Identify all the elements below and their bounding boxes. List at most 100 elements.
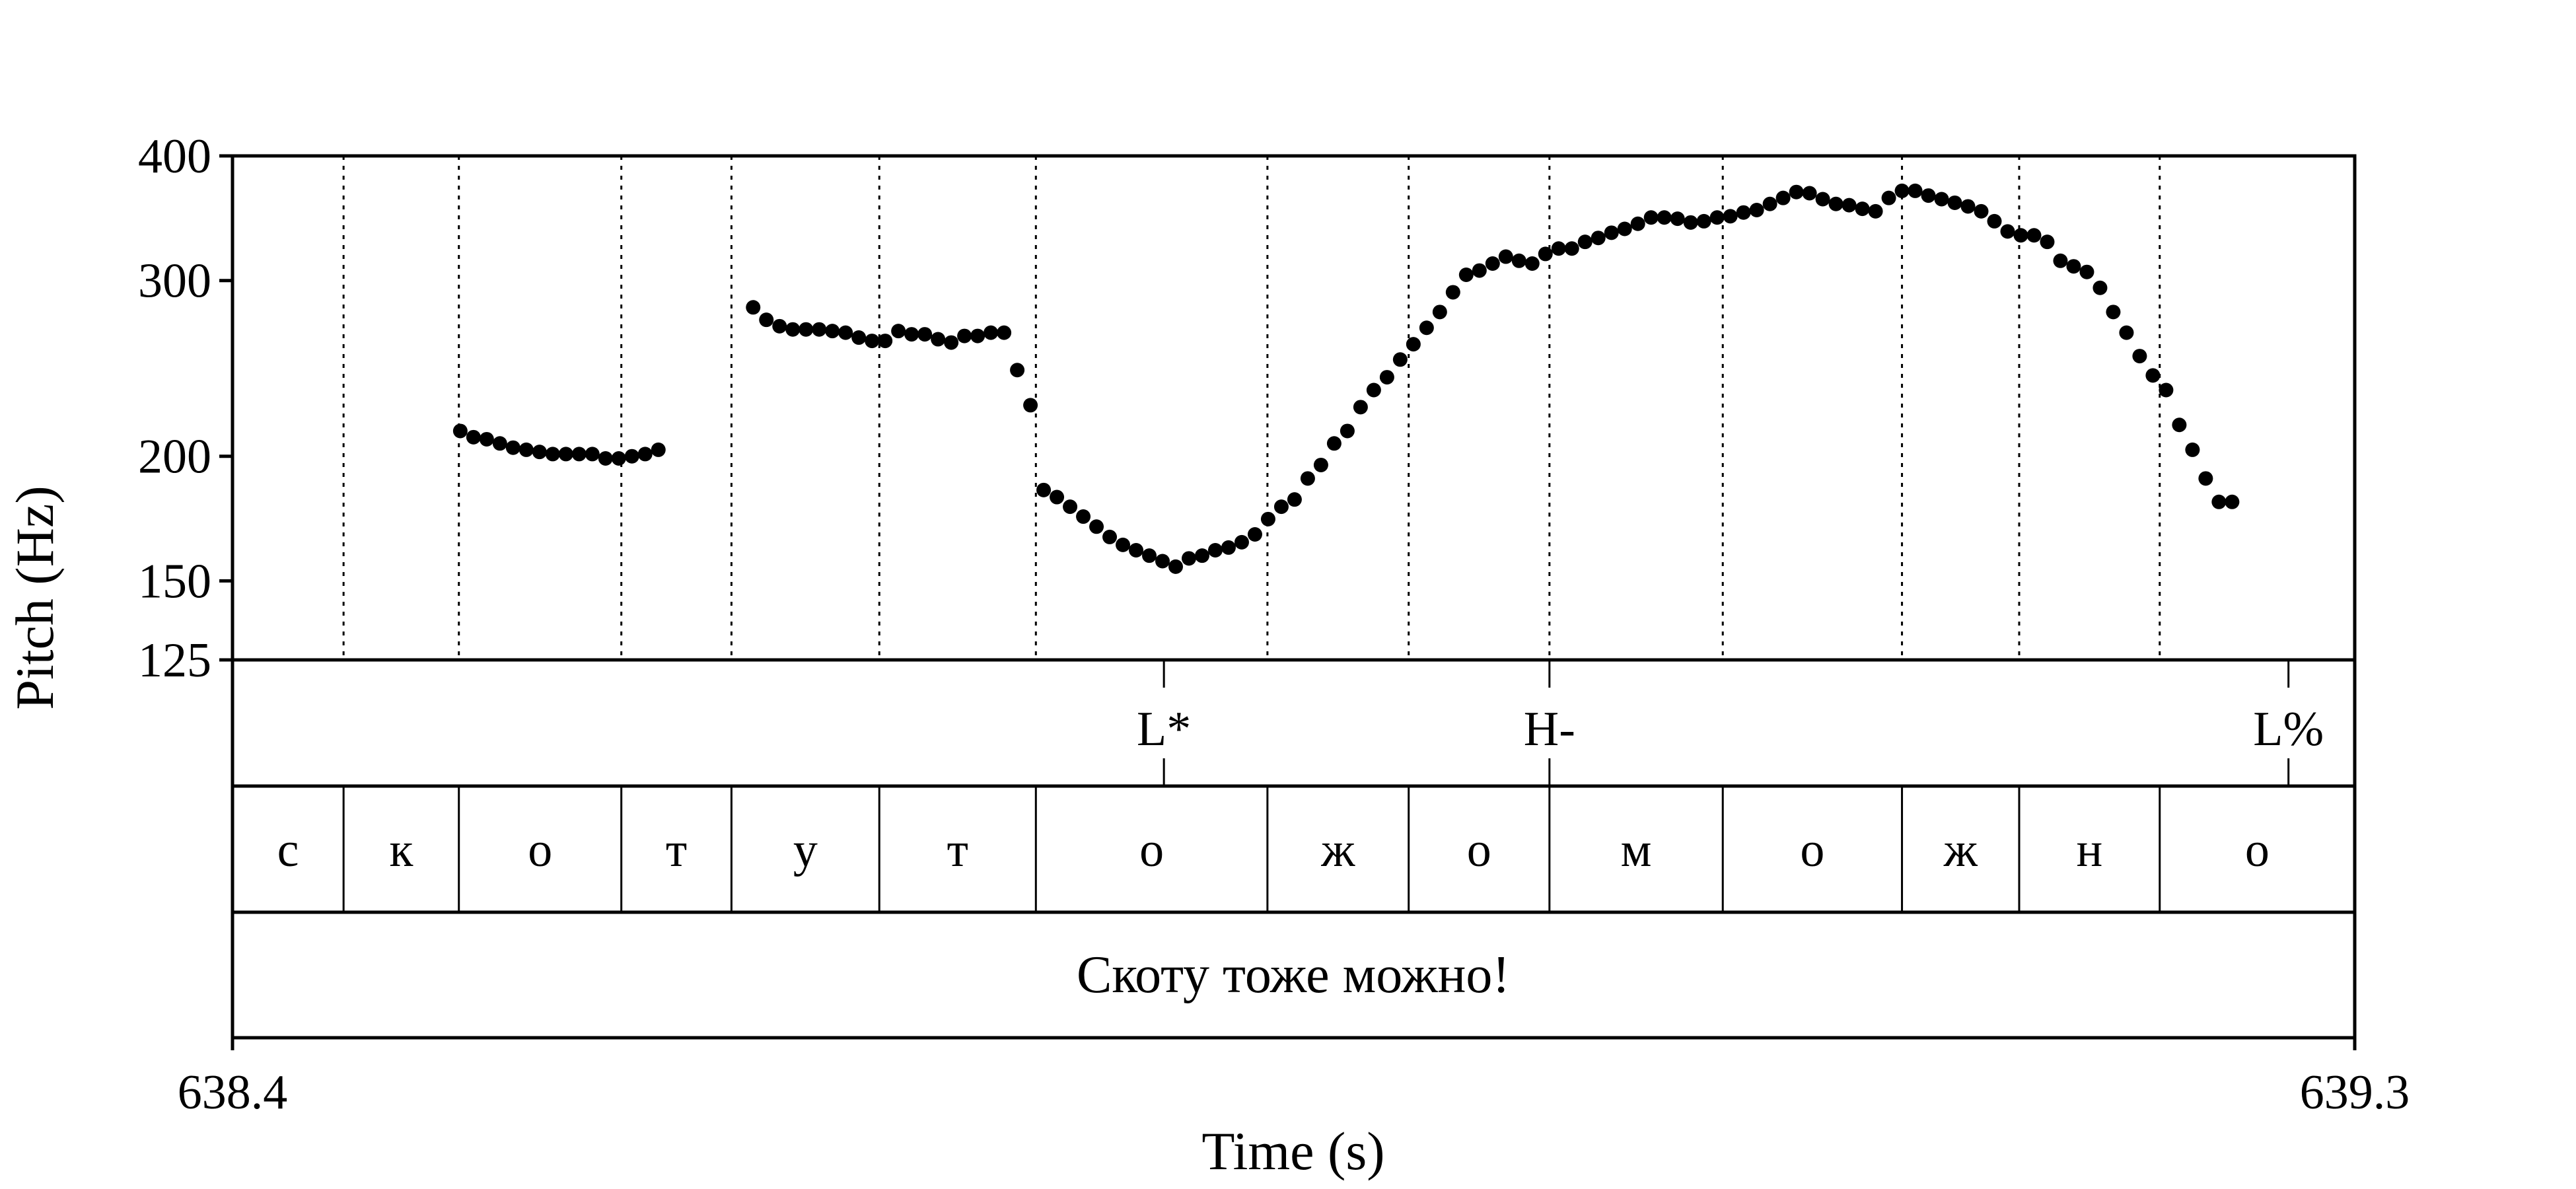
segment-label: о	[1800, 823, 1824, 877]
pitch-points	[452, 183, 2240, 574]
pitch-point	[772, 318, 787, 334]
pitch-point	[931, 332, 946, 347]
pitch-point	[1063, 499, 1078, 515]
y-tick-label: 400	[138, 129, 211, 184]
pitch-point	[1234, 534, 1249, 550]
pitch-point	[2159, 382, 2174, 398]
pitch-point	[1472, 263, 1487, 278]
pitch-point	[1524, 256, 1540, 271]
pitch-point	[865, 334, 880, 349]
pitch-point	[799, 322, 814, 337]
segment-label: м	[1621, 823, 1652, 877]
pitch-point	[1168, 559, 1183, 574]
pitch-point	[1326, 436, 1342, 451]
pitch-point	[1617, 221, 1632, 236]
pitch-point	[2013, 228, 2028, 243]
pitch-point	[1934, 192, 1949, 207]
pitch-point	[1273, 499, 1289, 515]
pitch-point	[1247, 526, 1262, 542]
pitch-point	[984, 325, 999, 340]
pitch-point	[1564, 241, 1579, 256]
segment-label: о	[2245, 823, 2270, 877]
pitch-point	[1762, 196, 1777, 211]
tone-label: H-	[1524, 702, 1575, 756]
pitch-point	[825, 324, 840, 339]
pitch-point	[1881, 190, 1896, 205]
pitch-point	[2066, 259, 2081, 274]
segment-label: о	[1467, 823, 1491, 877]
pitch-point	[1511, 253, 1526, 268]
pitch-point	[558, 447, 573, 462]
pitch-point	[1392, 352, 1408, 367]
pitch-point	[2132, 349, 2147, 364]
pitch-point	[1643, 210, 1659, 225]
tone-label: L%	[2253, 702, 2324, 756]
pitch-point	[1129, 542, 1144, 558]
pitch-point	[1379, 370, 1394, 385]
pitch-point	[466, 429, 481, 445]
pitch-point	[1842, 198, 1857, 213]
pitch-point	[1736, 205, 1751, 220]
pitch-point	[1670, 211, 1685, 227]
pitch-point	[1419, 320, 1434, 336]
pitch-point	[1894, 183, 1910, 198]
pitch-point	[944, 335, 959, 350]
pitch-point	[2026, 228, 2042, 243]
pitch-point	[505, 440, 520, 455]
pitch-point	[1313, 457, 1328, 472]
pitch-point	[2145, 368, 2161, 383]
pitch-point	[2119, 325, 2134, 340]
pitch-point	[1260, 511, 1275, 526]
segment-label: о	[1139, 823, 1164, 877]
pitch-point	[2093, 280, 2108, 295]
x-axis-title: Time (s)	[1201, 1121, 1384, 1181]
pitch-point	[651, 442, 666, 457]
pitch-point	[1089, 519, 1104, 534]
pitch-point	[2225, 494, 2240, 509]
segment-label: у	[793, 823, 818, 877]
pitch-point	[1630, 216, 1645, 231]
pitch-point	[1445, 285, 1460, 300]
segment-label: к	[389, 823, 413, 877]
segment-boundary-gridlines	[342, 156, 2161, 660]
pitch-point	[571, 447, 587, 462]
pitch-point	[492, 436, 507, 451]
pitch-point	[1974, 203, 1989, 219]
pitch-point	[624, 449, 639, 464]
pitch-point	[545, 447, 560, 462]
y-tick-label: 200	[138, 430, 211, 484]
pitch-point	[2040, 234, 2055, 250]
sentence-label: Скоту тоже можно!	[1077, 946, 1510, 1004]
tone-label: L*	[1137, 702, 1191, 756]
y-axis: 125 150 200 300 400	[138, 129, 233, 688]
pitch-point	[1181, 551, 1196, 566]
segment-label: н	[2077, 823, 2103, 877]
pitch-point	[2185, 442, 2200, 457]
pitch-point	[1036, 482, 1052, 497]
pitch-point	[2106, 305, 2121, 320]
pitch-point	[2198, 471, 2213, 486]
x-tick-label-start: 638.4	[178, 1065, 288, 1120]
frames	[231, 154, 2357, 1040]
pitch-point	[1921, 188, 1936, 203]
pitch-point	[851, 330, 867, 345]
pitch-point	[1194, 548, 1209, 563]
pitch-point	[1287, 492, 1302, 507]
pitch-point	[1498, 249, 1513, 264]
y-tick-label: 300	[138, 254, 211, 308]
pitch-point	[452, 423, 468, 439]
pitch-point	[878, 334, 893, 349]
pitch-point	[904, 327, 919, 342]
pitch-point	[1116, 537, 1131, 552]
pitch-point	[1023, 398, 1038, 413]
pitch-point	[1775, 190, 1791, 205]
pitch-point	[1577, 234, 1592, 250]
pitch-point	[585, 447, 600, 462]
pitch-point	[1683, 215, 1698, 230]
x-tick-label-end: 639.3	[2300, 1065, 2410, 1120]
pitch-point	[1485, 256, 1500, 271]
pitch-point	[838, 325, 853, 340]
segment-label: ж	[1320, 823, 1355, 877]
